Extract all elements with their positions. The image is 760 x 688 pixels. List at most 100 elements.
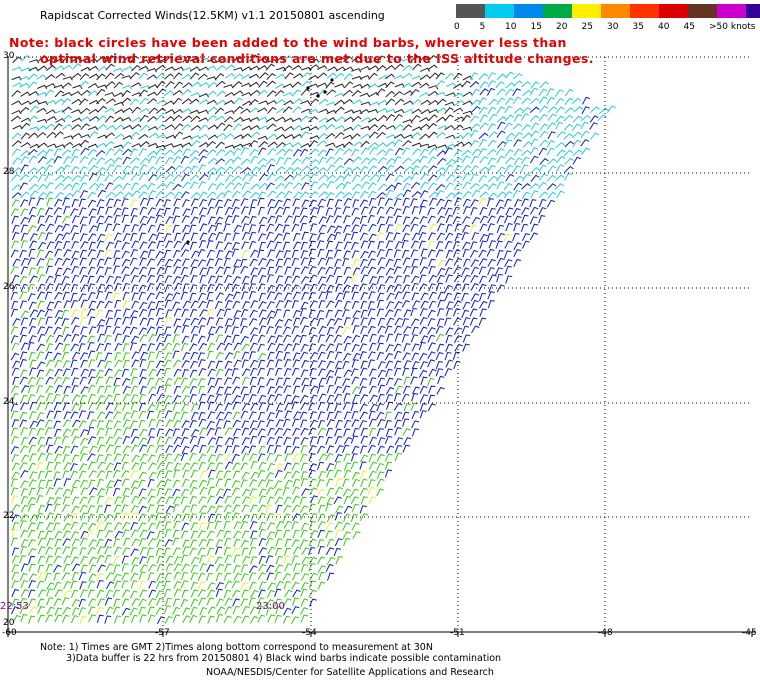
wind-barb <box>241 231 250 241</box>
wind-barb <box>155 504 163 514</box>
wind-barb <box>88 83 99 89</box>
wind-barb <box>121 250 130 259</box>
wind-barb <box>242 142 253 148</box>
wind-barb <box>190 198 199 207</box>
wind-barb <box>38 54 48 62</box>
wind-barb <box>71 98 82 105</box>
wind-barb <box>104 529 114 538</box>
wind-barb <box>308 589 317 598</box>
wind-barb <box>410 223 419 232</box>
wind-barb <box>224 325 232 334</box>
wind-barb <box>275 410 283 419</box>
wind-barb <box>121 198 129 207</box>
wind-barb <box>497 121 506 130</box>
wind-barb <box>350 166 361 173</box>
wind-barb <box>147 403 156 412</box>
wind-barb <box>427 351 436 360</box>
wind-barb <box>368 418 377 427</box>
wind-barb <box>88 326 97 335</box>
wind-barb <box>445 214 454 224</box>
wind-barb <box>164 275 173 284</box>
wind-barb <box>521 214 529 223</box>
wind-barb <box>410 216 419 225</box>
wind-barb <box>275 463 284 472</box>
wind-barb <box>351 478 360 487</box>
wind-barb <box>411 393 419 402</box>
wind-barb <box>138 513 147 522</box>
wind-barb <box>418 283 428 292</box>
wind-barb <box>80 284 89 293</box>
wind-barb <box>36 107 47 113</box>
wind-barb <box>368 59 379 65</box>
wind-barb <box>231 326 239 335</box>
wind-barb <box>105 98 116 104</box>
wind-barb <box>385 90 396 98</box>
wind-barb <box>104 368 113 377</box>
wind-barb <box>453 292 462 301</box>
wind-barb <box>385 173 395 181</box>
wind-barb <box>367 250 376 259</box>
wind-barb <box>79 73 90 81</box>
wind-barb <box>359 461 367 470</box>
wind-barb <box>257 135 268 141</box>
wind-barb <box>325 266 334 275</box>
wind-barb <box>411 361 420 370</box>
wind-barb <box>318 504 326 513</box>
wind-barb <box>189 394 197 403</box>
wind-barb <box>310 529 319 538</box>
wind-barb <box>555 106 565 114</box>
wind-barb <box>131 556 140 565</box>
wind-barb <box>207 206 215 215</box>
wind-barb <box>198 191 208 199</box>
wind-barb <box>104 385 112 394</box>
wind-barb <box>496 250 504 259</box>
wind-barb <box>317 521 326 530</box>
wind-barb <box>44 427 53 436</box>
wind-barb <box>11 393 19 402</box>
wind-barb <box>164 191 175 198</box>
wind-barb <box>232 147 242 156</box>
wind-barb <box>197 530 206 539</box>
wind-barb <box>113 512 121 521</box>
wind-barb <box>215 182 225 191</box>
wind-barb <box>20 437 29 446</box>
wind-barb <box>249 351 256 360</box>
wind-barb <box>427 207 435 216</box>
wind-barb <box>206 308 215 317</box>
wind-barb <box>172 402 180 411</box>
wind-barb <box>10 487 19 496</box>
wind-barb <box>274 513 282 522</box>
wind-barb <box>130 71 140 79</box>
wind-barb <box>325 133 336 140</box>
wind-barb <box>104 223 113 232</box>
wind-barb <box>310 283 318 292</box>
wind-barb <box>206 333 215 342</box>
wind-barb <box>190 428 200 437</box>
wind-barb <box>148 580 157 589</box>
wind-barb <box>435 72 445 80</box>
wind-barb <box>29 401 37 410</box>
wind-barb <box>435 183 446 191</box>
wind-barb <box>504 198 512 208</box>
wind-barb <box>54 257 63 266</box>
wind-barb <box>20 588 29 597</box>
wind-barb <box>45 487 54 496</box>
wind-barb <box>199 207 208 216</box>
wind-barb <box>334 309 343 318</box>
wind-barb <box>20 100 32 106</box>
wind-barb <box>96 173 105 182</box>
wind-barb <box>54 359 63 368</box>
wind-barb <box>266 99 277 105</box>
wind-barb <box>11 419 19 428</box>
wind-barb <box>20 208 29 217</box>
wind-barb <box>80 326 88 335</box>
wind-barb <box>462 343 470 352</box>
wind-barb <box>452 241 460 250</box>
wind-barb <box>453 249 461 258</box>
wind-barb <box>513 242 522 251</box>
wind-barb <box>164 299 172 308</box>
wind-barb <box>283 157 292 166</box>
wind-barb <box>53 496 62 505</box>
wind-barb <box>122 66 134 71</box>
wind-barb <box>197 572 206 581</box>
